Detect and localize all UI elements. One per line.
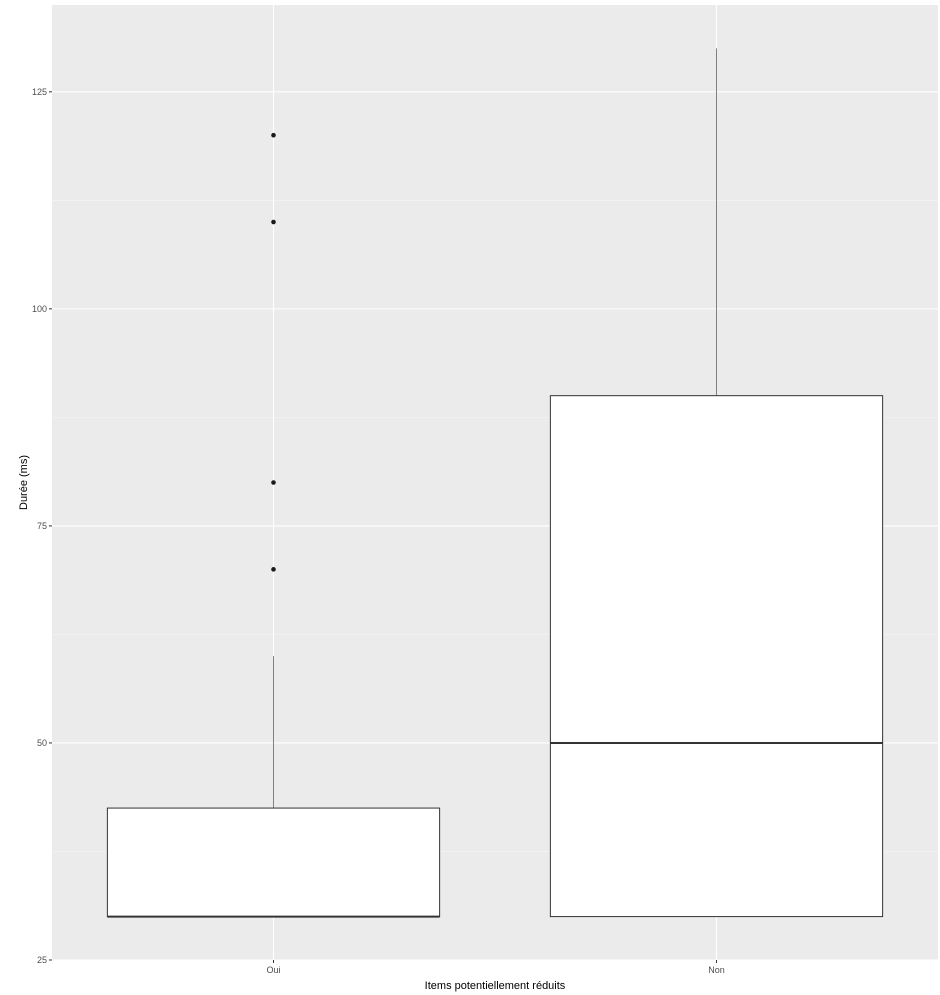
y-tick-label: 100 (32, 304, 47, 314)
outlier-point (271, 219, 276, 225)
box-iqr (106, 807, 441, 918)
outlier-point (271, 567, 276, 572)
y-tick-label: 125 (32, 87, 47, 97)
y-tick-label: 50 (37, 738, 47, 748)
x-tick-label: Oui (266, 965, 280, 975)
box-iqr (549, 395, 884, 918)
outlier-point (271, 480, 276, 485)
axes: 25 50 75 100 125 Oui Non (32, 87, 725, 975)
y-tick-label: 75 (37, 521, 47, 531)
box-elements (106, 48, 884, 918)
x-tick-label: Non (708, 965, 725, 975)
outlier-point (271, 132, 276, 138)
y-axis-title: Durée (ms) (18, 455, 30, 510)
y-tick-label: 25 (37, 955, 47, 965)
x-axis-title: Items potentiellement réduits (425, 980, 566, 992)
